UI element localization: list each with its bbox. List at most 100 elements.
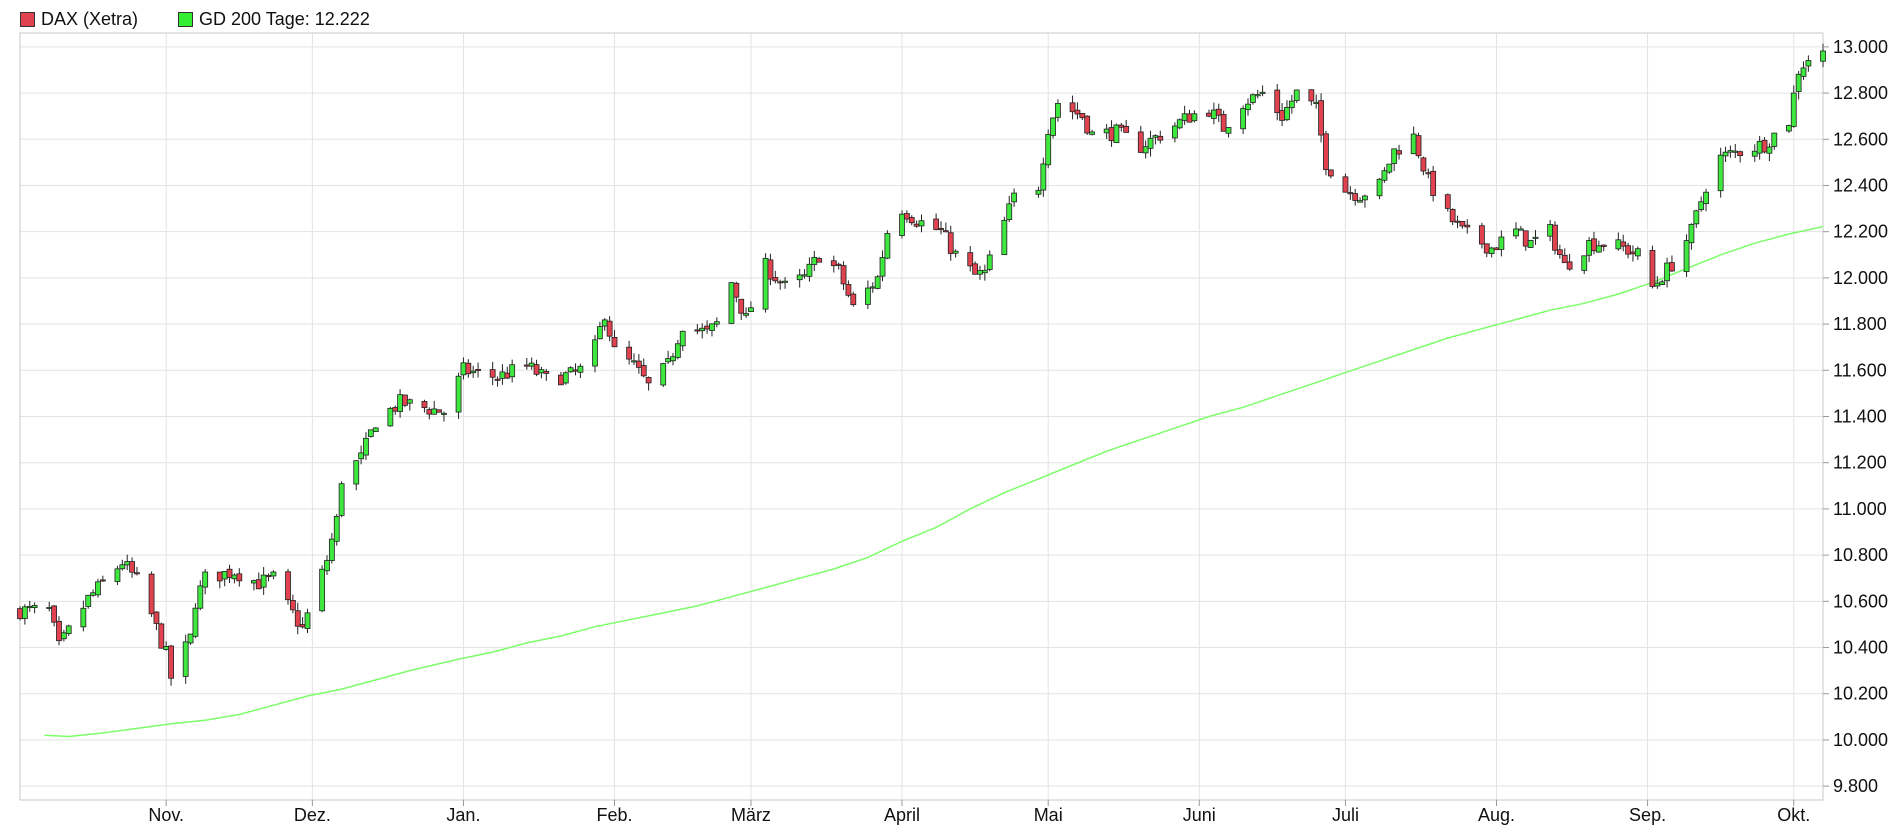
candle — [626, 340, 633, 365]
candle — [523, 357, 530, 370]
candle-body — [1040, 163, 1047, 191]
candle-body — [134, 572, 140, 575]
candle-body — [972, 263, 979, 275]
candle-body — [46, 606, 53, 609]
candle — [1459, 221, 1466, 229]
candle — [811, 250, 818, 272]
y-tick-label: 11.000 — [1833, 499, 1887, 519]
candle-body — [1464, 224, 1471, 228]
candle-body — [333, 516, 340, 542]
candle-body — [1050, 117, 1056, 136]
candle — [21, 604, 28, 625]
candle-body — [1045, 134, 1052, 166]
candle — [1308, 89, 1315, 106]
candle-body — [114, 568, 121, 582]
candle-body — [338, 483, 345, 516]
candle — [1600, 244, 1607, 252]
candle-body — [99, 579, 106, 582]
candle-body — [1756, 140, 1763, 154]
candle — [986, 250, 993, 272]
candle — [782, 277, 788, 289]
candle — [470, 365, 477, 378]
candle-body — [596, 326, 603, 340]
candle — [31, 602, 38, 614]
candle — [1591, 231, 1597, 255]
candle-body — [933, 218, 940, 230]
candle-body — [441, 412, 447, 415]
candle — [1625, 242, 1631, 259]
candle — [285, 568, 291, 605]
candle-body — [1210, 109, 1217, 119]
y-tick-label: 12.200 — [1833, 222, 1888, 242]
candle-body — [558, 374, 564, 386]
candle-body — [908, 217, 915, 224]
candle-body — [285, 571, 291, 601]
candle — [406, 398, 413, 411]
candle-body — [1581, 255, 1588, 271]
candle-body — [1517, 228, 1524, 231]
candle — [972, 261, 979, 275]
candle — [338, 481, 345, 518]
candle — [864, 280, 871, 309]
candle-body — [60, 632, 67, 640]
candle — [1420, 156, 1427, 176]
candle — [1240, 105, 1247, 135]
candle-body — [1396, 150, 1402, 155]
candle-body — [1722, 151, 1729, 157]
candle-body — [1288, 100, 1295, 109]
candle-body — [1220, 114, 1227, 132]
candle — [436, 409, 442, 413]
candle-body — [470, 370, 477, 374]
candle — [1717, 147, 1724, 198]
candle-body — [475, 369, 481, 372]
candle-body — [1254, 94, 1261, 97]
candle-body — [645, 377, 652, 384]
x-tick-label: Feb. — [596, 805, 632, 825]
candle-body — [1586, 240, 1592, 256]
candle-body — [494, 378, 501, 381]
candle-body — [1327, 169, 1334, 177]
candle-body — [762, 257, 769, 310]
candle — [918, 214, 925, 233]
candle — [665, 350, 672, 365]
candle-body — [1118, 124, 1125, 128]
candle-body — [806, 263, 813, 277]
candle — [1074, 102, 1081, 120]
candle-body — [1625, 245, 1631, 255]
candle — [1313, 94, 1320, 109]
candle-body — [1089, 131, 1095, 135]
candle — [738, 298, 745, 320]
candle — [1488, 246, 1495, 258]
y-tick-label: 10.600 — [1833, 591, 1888, 611]
gd200-line — [44, 225, 1824, 738]
y-tick-label: 10.200 — [1833, 684, 1888, 704]
candle — [709, 323, 715, 337]
candle — [1191, 110, 1198, 123]
candle — [1327, 169, 1334, 179]
candle — [543, 368, 550, 381]
candle-body — [465, 362, 472, 375]
candle — [1245, 98, 1251, 116]
candle-body — [1425, 172, 1432, 175]
candle-body — [1313, 101, 1320, 104]
candle-body — [977, 270, 983, 275]
candle-body — [1630, 251, 1636, 255]
candle-body — [124, 561, 131, 566]
candle — [942, 222, 949, 233]
candle — [840, 261, 847, 291]
candle-body — [1591, 238, 1597, 252]
candle — [402, 394, 408, 408]
candle — [1079, 112, 1086, 121]
candle — [202, 569, 209, 595]
candle-body — [1649, 250, 1656, 287]
candle — [265, 573, 272, 582]
candle — [601, 318, 608, 331]
candle-body — [952, 250, 959, 254]
candle — [231, 573, 238, 584]
candle-body — [56, 620, 62, 642]
candle-body — [153, 611, 160, 624]
candle-body — [1147, 137, 1154, 149]
candle — [328, 532, 335, 564]
candle — [981, 264, 988, 281]
candle-body — [1323, 133, 1329, 170]
